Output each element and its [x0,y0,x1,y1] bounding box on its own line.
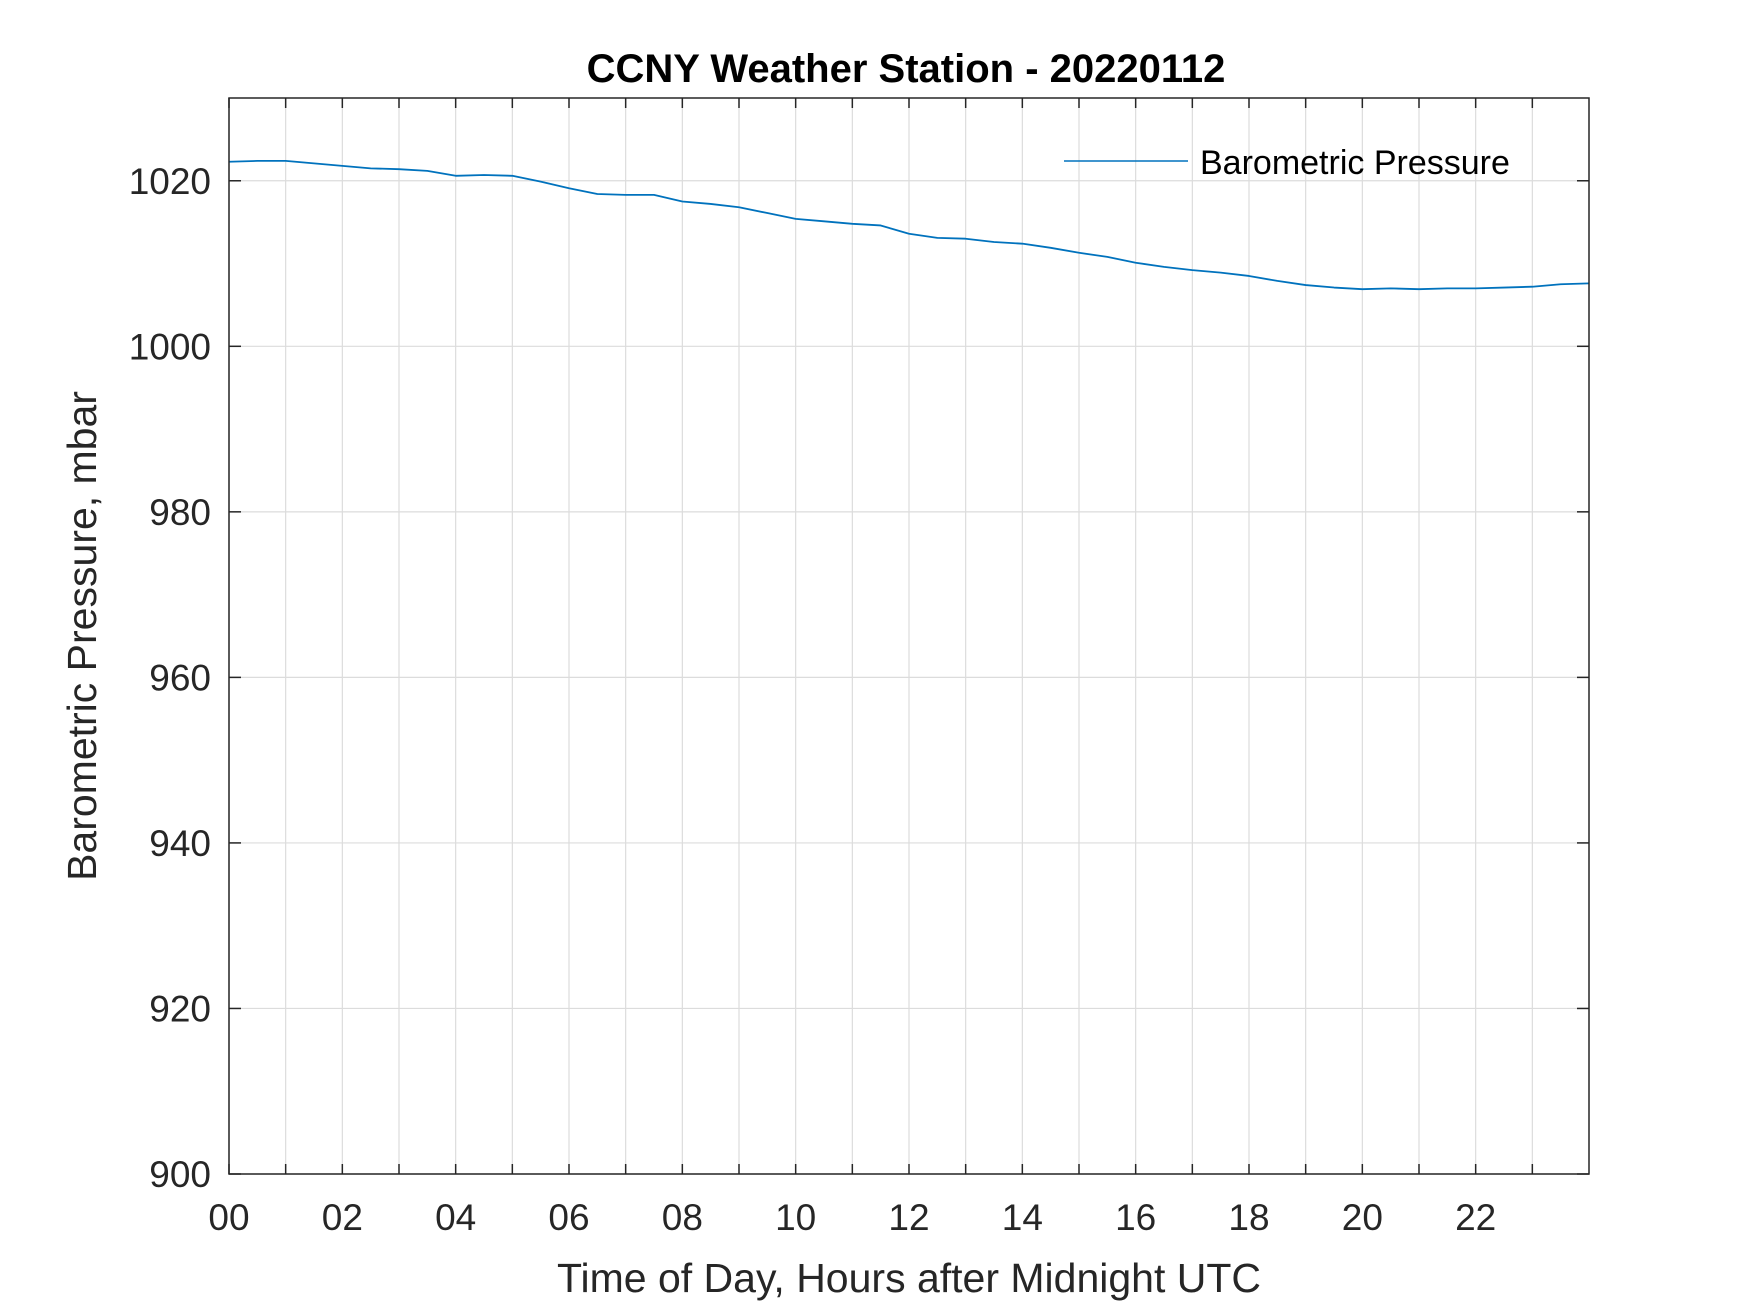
x-tick-label: 20 [1342,1197,1383,1238]
x-tick-label: 18 [1228,1197,1269,1238]
x-tick-label: 08 [662,1197,703,1238]
y-tick-label: 900 [149,1154,211,1195]
x-axis-label: Time of Day, Hours after Midnight UTC [557,1255,1261,1301]
y-tick-label: 1000 [129,326,211,367]
x-tick-label: 06 [548,1197,589,1238]
x-tick-label: 14 [1002,1197,1043,1238]
series-line [228,160,1590,291]
ticks: 00 02 04 06 08 10 12 14 16 18 20 22 900 920 940 960 980 1… [129,98,1589,1238]
chart-title: CCNY Weather Station - 20220112 [587,47,1226,91]
y-tick-label: 940 [149,823,211,864]
x-tick-label: 10 [775,1197,816,1238]
x-tick-label: 22 [1455,1197,1496,1238]
x-tick-label: 04 [435,1197,476,1238]
y-tick-label: 1020 [129,161,211,202]
series-area [228,160,1590,291]
y-tick-label: 980 [149,492,211,533]
y-axis-label: Barometric Pressure, mbar [59,391,105,881]
legend-label: Barometric Pressure [1200,144,1510,182]
y-tick-label: 960 [149,657,211,698]
x-tick-label: 16 [1115,1197,1156,1238]
x-tick-label: 00 [208,1197,249,1238]
y-tick-label: 920 [149,988,211,1029]
x-tick-label: 12 [888,1197,929,1238]
x-tick-label: 02 [322,1197,363,1238]
legend: Barometric Pressure [1064,144,1510,182]
grid [228,98,1589,1175]
